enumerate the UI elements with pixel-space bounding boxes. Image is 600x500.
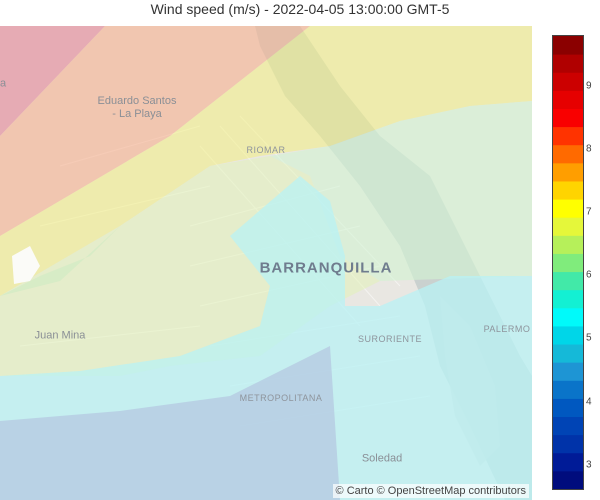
- place-label-suroriente: SURORIENTE: [357, 334, 423, 344]
- colorbar-band: [553, 126, 583, 146]
- colorbar-band: [553, 307, 583, 327]
- colorbar-frame: [552, 35, 584, 490]
- place-label-soledad: Soledad: [361, 452, 403, 465]
- band-yellow: [0, 26, 532, 296]
- colorbar-tick-label: 3: [586, 459, 592, 471]
- place-label-eduardo-santos: Eduardo Santos - La Playa: [97, 95, 177, 120]
- colorbar-band: [553, 344, 583, 363]
- band-blue: [0, 346, 340, 500]
- place-label-juan-mina: Juan Mina: [34, 329, 86, 342]
- colorbar-tick-label: 5: [586, 332, 592, 344]
- place-label-metropolitana: METROPOLITANA: [239, 393, 323, 403]
- colorbar-band: [553, 180, 583, 200]
- colorbar-band: [553, 470, 583, 490]
- colorbar-tick-label: 4: [586, 396, 592, 408]
- colorbar-band: [553, 162, 583, 182]
- basemap: [0, 26, 532, 500]
- place-label-palermo: PALERMO: [483, 324, 531, 334]
- colorbar-band: [553, 199, 583, 218]
- colorbar-band: [553, 253, 583, 273]
- colorbar-band: [553, 434, 583, 454]
- colorbar-band: [553, 380, 583, 399]
- colorbar-tick-label: 8: [586, 143, 592, 155]
- colorbar-band: [553, 36, 583, 55]
- map-title: Wind speed (m/s) - 2022-04-05 13:00:00 G…: [150, 1, 450, 17]
- place-label-barranquilla: BARRANQUILLA: [259, 259, 393, 277]
- colorbar-band: [553, 271, 583, 291]
- colorbar-band: [553, 235, 583, 254]
- colorbar-band: [553, 289, 583, 309]
- map-view[interactable]: Eduardo Santos - La Playa RIOMAR BARRANQUIL…: [0, 26, 532, 500]
- colorbar-band: [553, 362, 583, 381]
- place-label-riomar: RIOMAR: [246, 145, 286, 155]
- colorbar-ticks: 3 4 5 6 7 8 9: [586, 35, 600, 490]
- colorbar-tick-label: 6: [586, 269, 592, 281]
- colorbar-band: [553, 90, 583, 109]
- colorbar-band: [553, 452, 583, 472]
- colorbar-band: [553, 325, 583, 345]
- colorbar-band: [553, 54, 583, 73]
- band-orange: [0, 26, 310, 236]
- map-attribution[interactable]: © Carto © OpenStreetMap contributors: [332, 484, 529, 498]
- colorbar-tick-label: 9: [586, 80, 592, 92]
- colorbar-band: [553, 398, 583, 418]
- place-label-la-edge: a: [0, 77, 7, 90]
- colorbar-band: [553, 108, 583, 128]
- colorbar-tick-label: 7: [586, 206, 592, 218]
- colorbar: [552, 35, 584, 490]
- white-patch: [12, 246, 40, 284]
- colorbar-band: [553, 144, 583, 164]
- colorbar-band: [553, 217, 583, 236]
- colorbar-band: [553, 416, 583, 436]
- colorbar-band: [553, 72, 583, 91]
